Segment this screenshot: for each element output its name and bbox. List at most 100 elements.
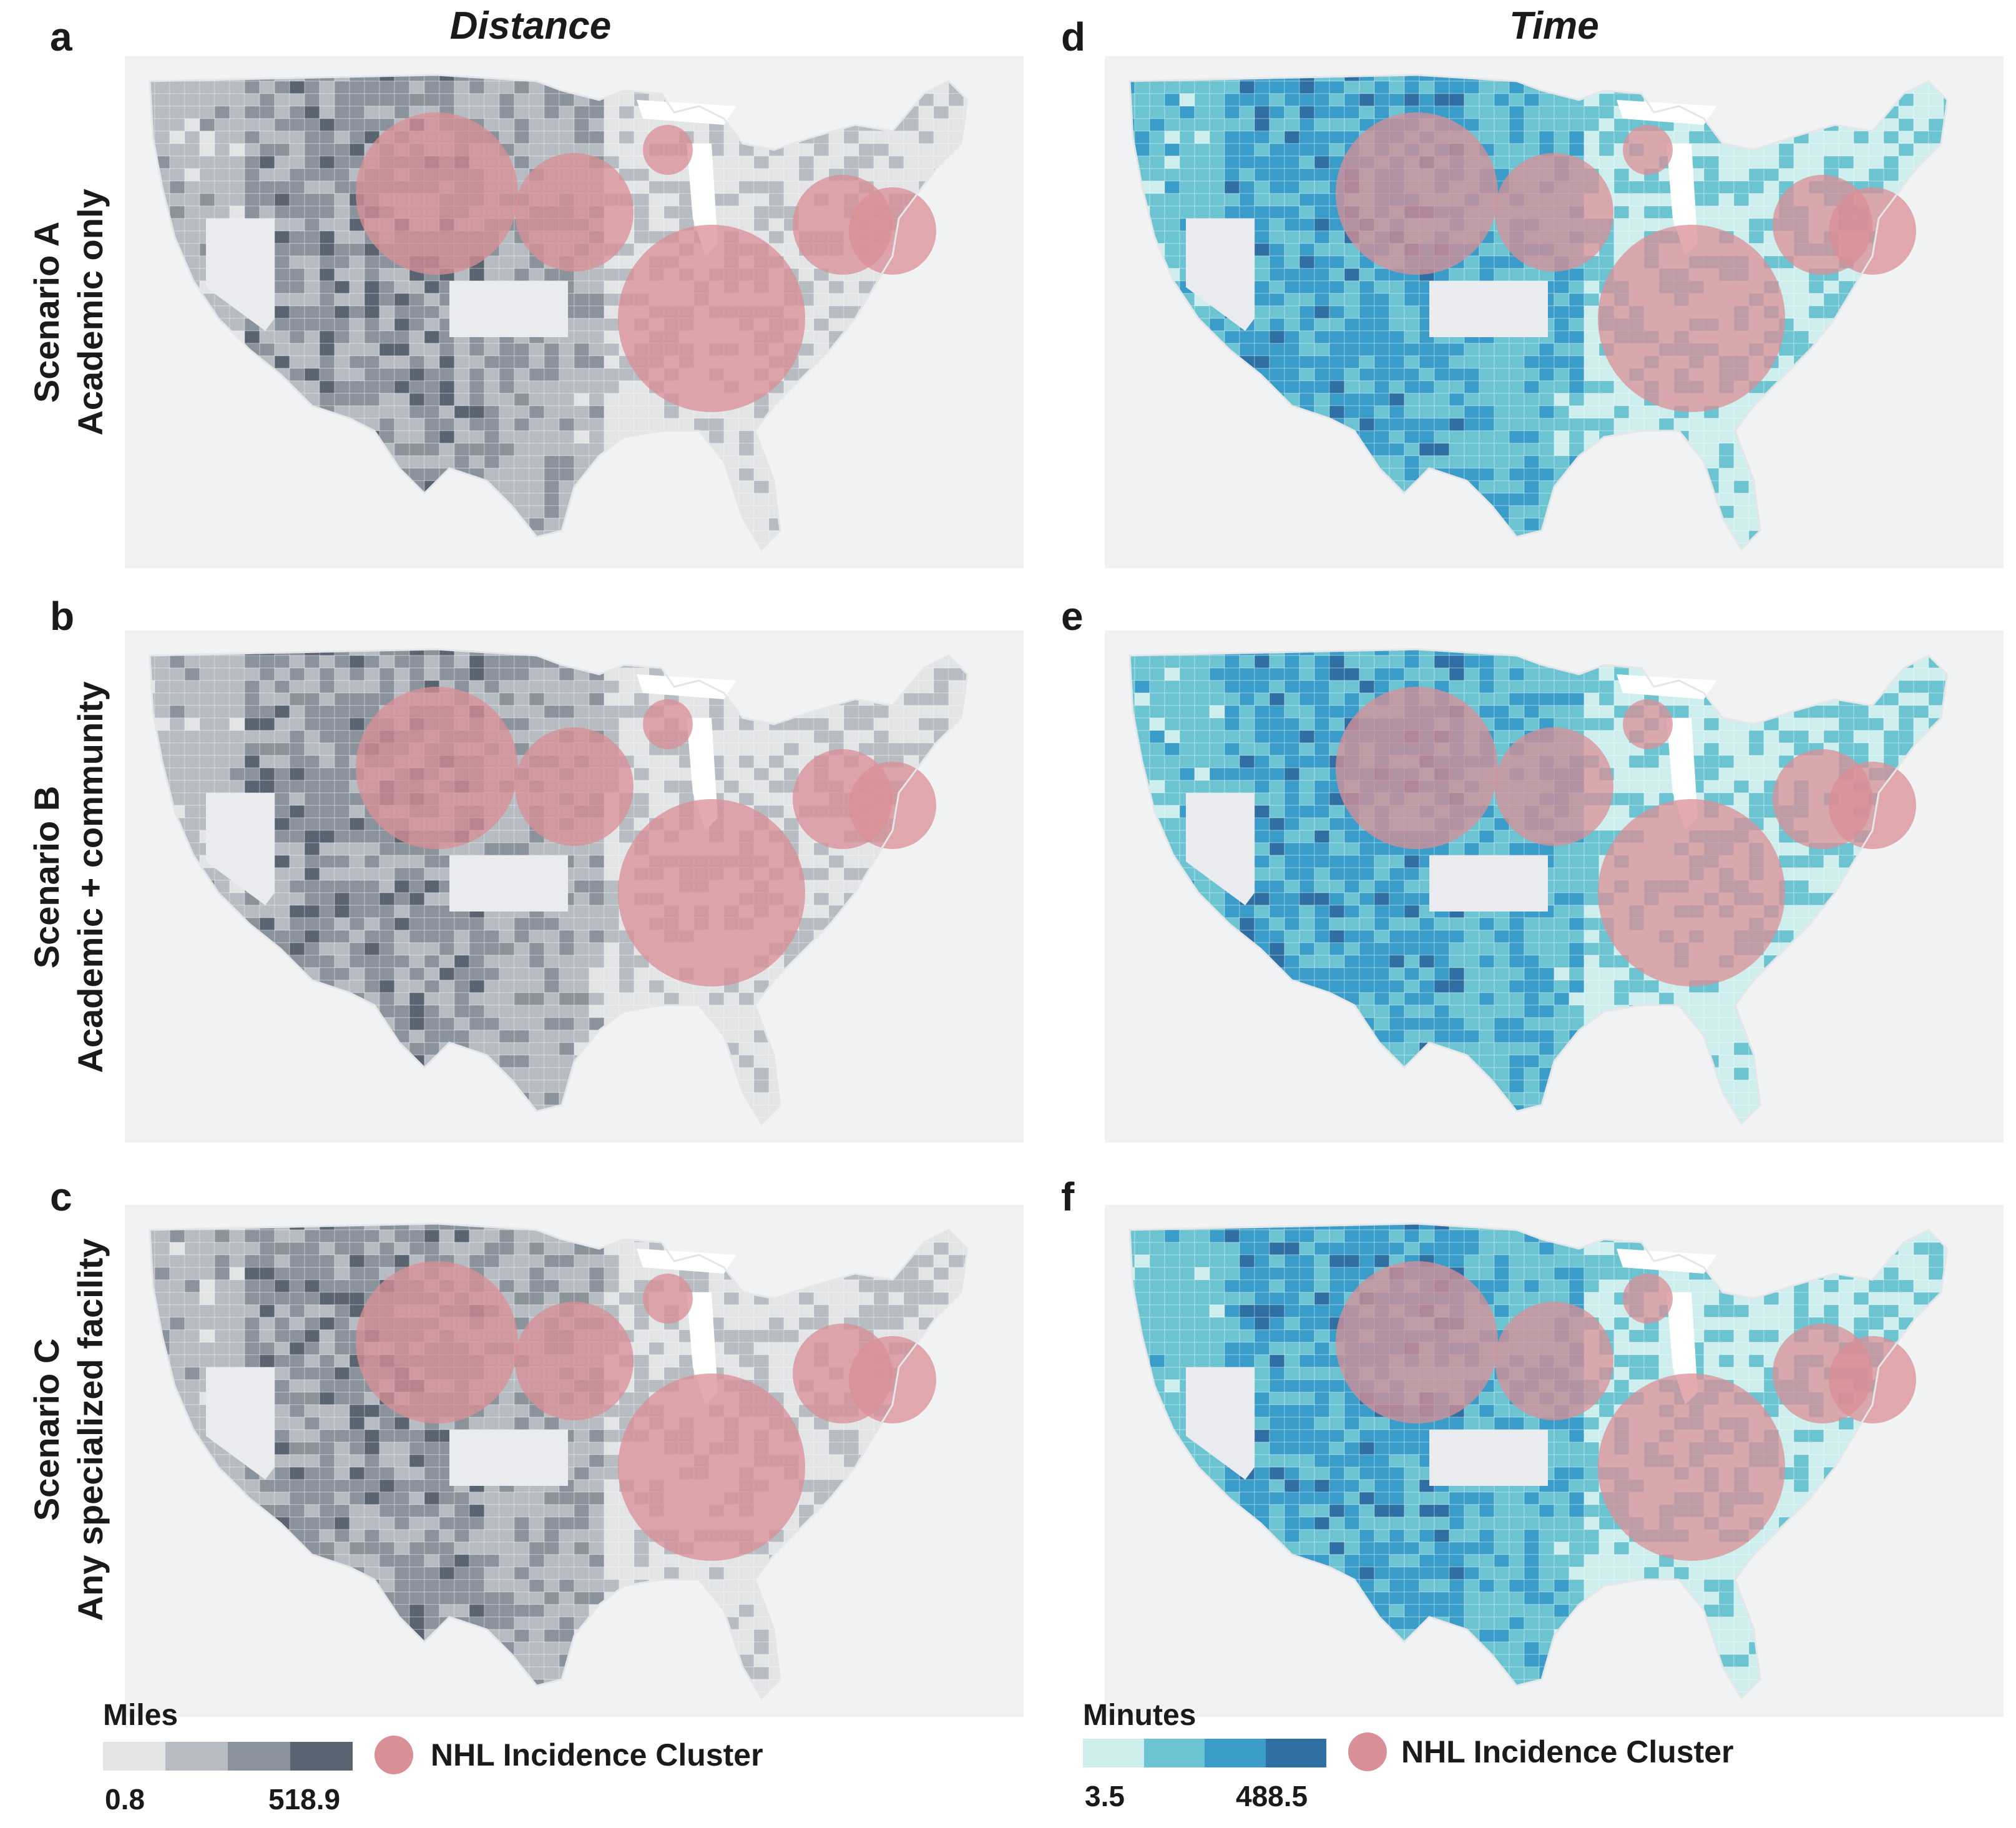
panel-letter-b: b	[50, 594, 75, 639]
map-panel-b	[125, 631, 1024, 1142]
time-legend-min: 3.5	[1085, 1780, 1125, 1812]
nhl-incidence-cluster	[1336, 1261, 1498, 1423]
no-data-region	[1186, 219, 1255, 331]
time-legend-swatch	[1265, 1739, 1326, 1767]
nhl-incidence-cluster	[618, 1373, 805, 1561]
map-panel-a	[125, 56, 1024, 568]
row-scenario-name: Scenario B	[27, 785, 66, 969]
nhl-incidence-cluster	[1495, 727, 1613, 846]
us-map-e	[1105, 631, 2004, 1142]
cluster-legend-dot-time	[1348, 1732, 1387, 1771]
nhl-incidence-cluster	[1829, 1336, 1916, 1423]
distance-legend-max: 518.9	[268, 1783, 341, 1816]
us-outline	[149, 74, 969, 551]
time-legend-max: 488.5	[1236, 1780, 1308, 1812]
cluster-legend-dot-distance	[374, 1736, 413, 1774]
nhl-incidence-cluster	[1623, 1274, 1673, 1324]
no-data-region	[206, 1367, 275, 1480]
no-data-region	[1429, 855, 1548, 912]
nhl-incidence-cluster	[1623, 125, 1673, 175]
us-map-b	[125, 631, 1024, 1142]
nhl-incidence-cluster	[1829, 187, 1916, 275]
nhl-incidence-cluster	[1598, 799, 1785, 986]
row-scenario-desc: Any specialized facility	[71, 1238, 110, 1621]
nhl-incidence-cluster	[1495, 1302, 1613, 1420]
time-legend-swatch	[1143, 1739, 1205, 1767]
us-outline	[1128, 1222, 1949, 1700]
great-lake	[1617, 100, 1716, 125]
no-data-region	[206, 793, 275, 905]
distance-legend-swatch	[165, 1742, 228, 1771]
us-map-c	[125, 1205, 1024, 1717]
distance-legend-title: Miles	[103, 1699, 179, 1732]
row-scenario-desc: Academic + community	[71, 681, 110, 1073]
nhl-incidence-cluster	[515, 727, 634, 846]
nhl-incidence-cluster	[356, 112, 518, 275]
nhl-incidence-cluster	[618, 799, 805, 986]
great-lake	[637, 1249, 736, 1274]
distance-legend-swatch	[290, 1742, 353, 1771]
no-data-region	[449, 855, 568, 912]
nhl-incidence-cluster	[1829, 762, 1916, 849]
panel-letter-f: f	[1061, 1174, 1075, 1219]
distance-legend-min: 0.8	[105, 1783, 145, 1816]
nhl-incidence-cluster	[849, 1336, 936, 1423]
nhl-incidence-cluster	[618, 225, 805, 412]
map-panel-e	[1105, 631, 2004, 1142]
nhl-incidence-cluster	[643, 1274, 693, 1324]
us-outline	[1128, 648, 1949, 1126]
panel-letter-e: e	[1061, 594, 1084, 639]
us-map-f	[1105, 1205, 2004, 1717]
cluster-legend-label-time: NHL Incidence Cluster	[1401, 1734, 1734, 1769]
no-data-region	[1429, 281, 1548, 337]
nhl-incidence-cluster	[356, 687, 518, 849]
nhl-incidence-cluster	[1623, 699, 1673, 749]
row-scenario-name: Scenario C	[27, 1338, 66, 1521]
nhl-incidence-cluster	[515, 1302, 634, 1420]
map-panel-f	[1105, 1205, 2004, 1717]
nhl-incidence-cluster	[643, 699, 693, 749]
us-map-a	[125, 56, 1024, 568]
row-label-scenario-c: Scenario C Any specialized facility	[25, 1149, 112, 1711]
no-data-region	[206, 219, 275, 331]
nhl-incidence-cluster	[1495, 153, 1613, 272]
panel-letter-c: c	[50, 1174, 72, 1219]
us-outline	[149, 648, 969, 1126]
great-lake	[637, 674, 736, 699]
time-legend-title: Minutes	[1083, 1699, 1196, 1732]
time-legend-swatch	[1205, 1739, 1266, 1767]
distance-legend-swatch	[228, 1742, 290, 1771]
no-data-region	[1186, 1367, 1255, 1480]
distance-legend-bar	[103, 1742, 353, 1771]
panel-letter-a: a	[50, 14, 72, 59]
map-panel-c	[125, 1205, 1024, 1717]
great-lake	[637, 100, 736, 125]
map-panel-d	[1105, 56, 2004, 568]
no-data-region	[1429, 1430, 1548, 1486]
distance-column-title: Distance	[449, 4, 612, 47]
row-label-scenario-b: Scenario B Academic + community	[25, 596, 112, 1158]
row-scenario-name: Scenario A	[27, 221, 66, 403]
us-map-d	[1105, 56, 2004, 568]
nhl-incidence-cluster	[849, 762, 936, 849]
nhl-incidence-cluster	[1598, 225, 1785, 412]
nhl-incidence-cluster	[849, 187, 936, 275]
time-column-title: Time	[1509, 4, 1599, 47]
panel-letter-d: d	[1061, 14, 1086, 59]
no-data-region	[1186, 793, 1255, 905]
nhl-incidence-cluster	[643, 125, 693, 175]
no-data-region	[449, 1430, 568, 1486]
nhl-incidence-cluster	[1336, 687, 1498, 849]
no-data-region	[449, 281, 568, 337]
distance-legend-swatch	[103, 1742, 165, 1771]
time-legend-swatch	[1083, 1739, 1144, 1767]
nhl-incidence-cluster	[515, 153, 634, 272]
cluster-legend-label-distance: NHL Incidence Cluster	[431, 1737, 763, 1772]
nhl-incidence-cluster	[1336, 112, 1498, 275]
great-lake	[1617, 674, 1716, 699]
nhl-incidence-cluster	[356, 1261, 518, 1423]
nhl-incidence-cluster	[1598, 1373, 1785, 1561]
row-label-scenario-a: Scenario A Academic only	[25, 31, 112, 593]
great-lake	[1617, 1249, 1716, 1274]
row-scenario-desc: Academic only	[71, 189, 110, 436]
